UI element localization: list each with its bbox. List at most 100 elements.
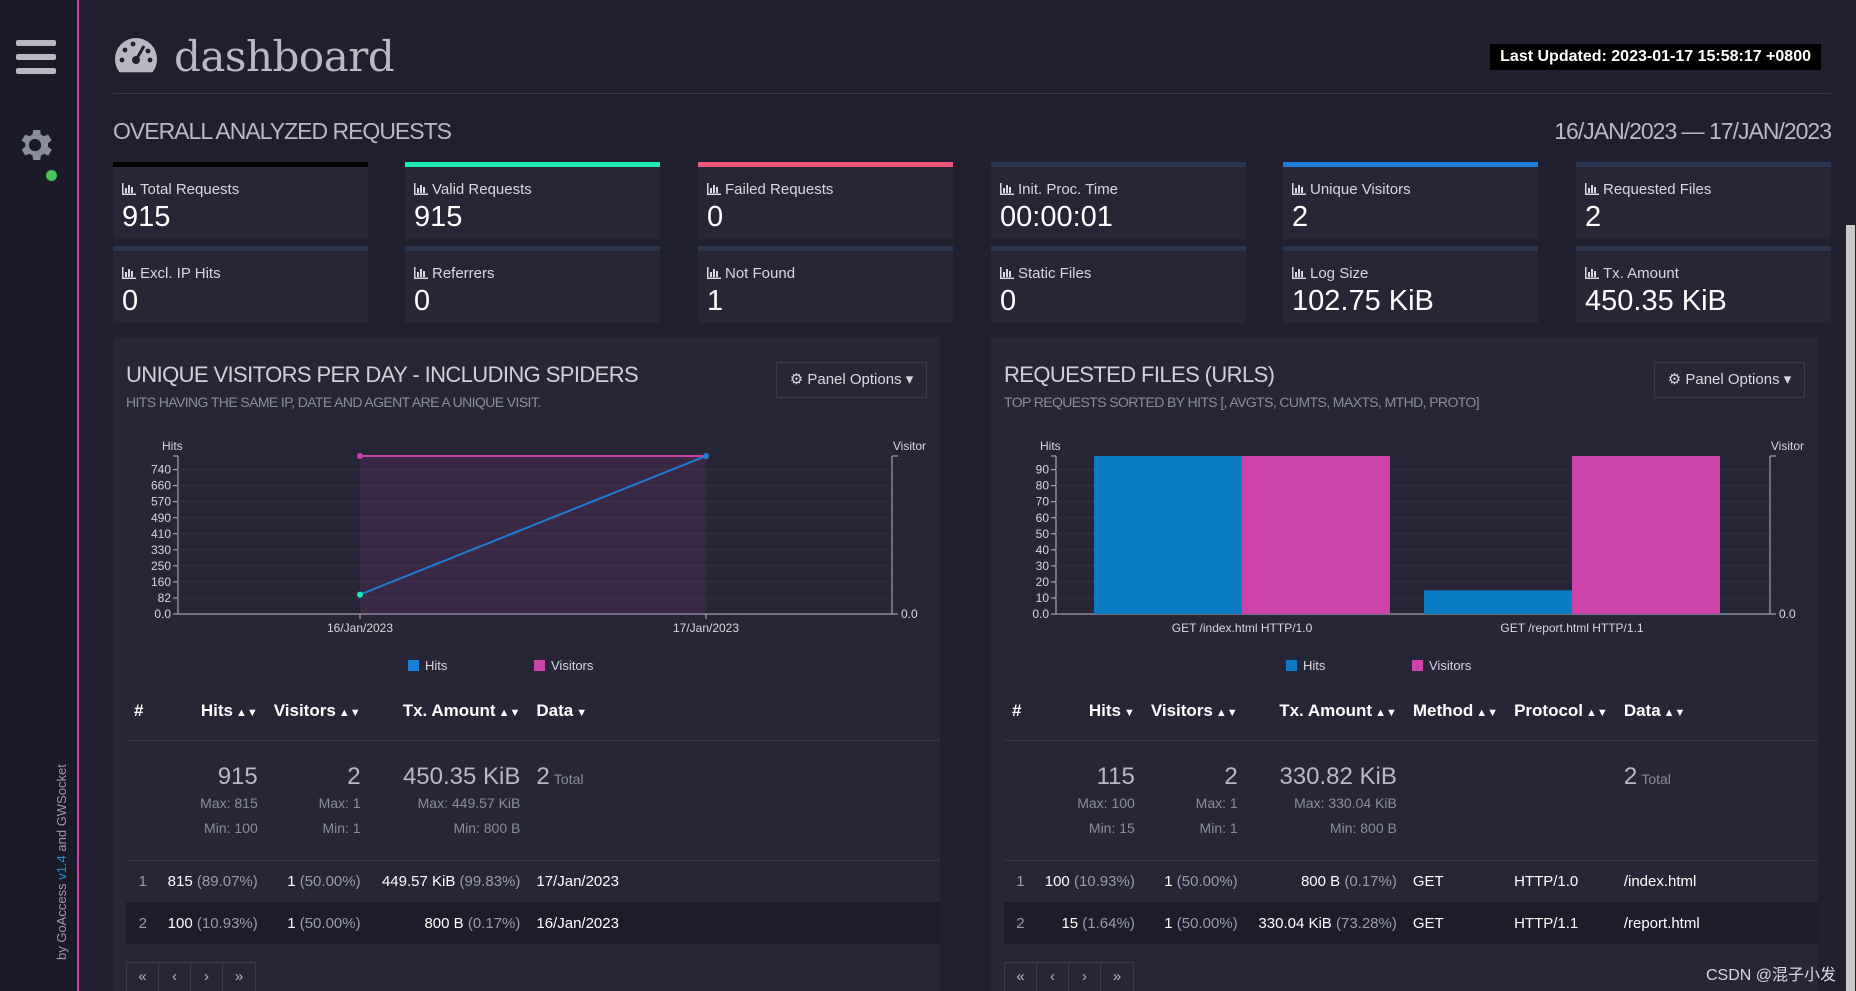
col-header[interactable]: Data ▲▼ bbox=[1615, 682, 1818, 741]
tachometer-icon bbox=[115, 38, 158, 73]
y-tick-label: 82 bbox=[158, 591, 172, 605]
kpi-value: 102.75 KiB bbox=[1292, 285, 1434, 317]
kpi-card: Init. Proc. Time 00:00:01 bbox=[991, 162, 1246, 239]
requests-table: # Hits ▼ Visitors ▲▼ Tx. Amount ▲▼ Method ▲▼… bbox=[1004, 682, 1818, 944]
y-axis-label: Hits bbox=[1040, 439, 1061, 453]
version-link[interactable]: v1.4 bbox=[54, 855, 69, 880]
next-page-button[interactable]: › bbox=[191, 963, 223, 991]
col-header[interactable]: Method ▲▼ bbox=[1404, 682, 1507, 741]
table-row[interactable]: 1 815 (89.07%) 1 (50.00%) 449.57 KiB (99… bbox=[138, 872, 619, 890]
kpi-card: Not Found 1 bbox=[698, 246, 953, 323]
hits-point bbox=[357, 591, 363, 598]
col-header[interactable]: Tx. Amount ▲▼ bbox=[368, 682, 529, 741]
date-range: 16/JAN/2023 — 17/JAN/2023 bbox=[1554, 118, 1832, 144]
visitors-table: # Hits ▲▼ Visitors ▲▼ Tx. Amount ▲▼ Data ▼ 9… bbox=[126, 682, 940, 944]
kpi-label: Log Size bbox=[1292, 265, 1368, 282]
table-row[interactable]: 2 100 (10.93%) 1 (50.00%) 800 B (0.17%) … bbox=[126, 902, 940, 944]
y-tick-label: 90 bbox=[1036, 463, 1050, 477]
requests-chart: Hits Visitors 0.0 10 20 30 40 50 60 70 80 90 0.0 GET … bbox=[1032, 439, 1804, 672]
legend-label: Hits bbox=[1303, 658, 1326, 672]
pagination: « ‹ › » bbox=[1004, 962, 1134, 991]
kpi-card: Failed Requests 0 bbox=[698, 162, 953, 239]
kpi-value: 915 bbox=[122, 201, 171, 233]
legend-swatch bbox=[1286, 660, 1297, 671]
kpi-card: Referrers 0 bbox=[405, 246, 660, 323]
panel-subtitle: TOP REQUESTS SORTED BY HITS [, AVGTS, CU… bbox=[1004, 394, 1480, 410]
visitors-point bbox=[357, 453, 363, 459]
first-page-button[interactable]: « bbox=[127, 963, 159, 991]
kpi-card: Requested Files 2 bbox=[1576, 162, 1831, 239]
kpi-label: Referrers bbox=[414, 265, 495, 282]
table-row[interactable]: 2 15 (1.64%) 1 (50.00%) 330.04 KiB (73.2… bbox=[1004, 902, 1818, 944]
kpi-label: Excl. IP Hits bbox=[122, 265, 221, 282]
overview-title: OVERALL ANALYZED REQUESTS bbox=[113, 118, 452, 144]
y-tick-label: 50 bbox=[1036, 527, 1050, 541]
y-tick-label: 570 bbox=[151, 495, 171, 509]
kpi-label: Tx. Amount bbox=[1585, 265, 1679, 282]
x-tick-label: 17/Jan/2023 bbox=[673, 621, 739, 635]
kpi-value: 0 bbox=[122, 285, 139, 317]
pagination: « ‹ › » bbox=[126, 962, 256, 991]
kpi-card: Tx. Amount 450.35 KiB bbox=[1576, 246, 1831, 323]
header: dashboard Last Updated: 2023-01-17 15:58… bbox=[113, 32, 1831, 94]
col-header[interactable]: Visitors ▲▼ bbox=[1142, 682, 1246, 741]
scrollbar-thumb[interactable] bbox=[1846, 225, 1855, 991]
visitors-area bbox=[360, 456, 706, 614]
first-page-button[interactable]: « bbox=[1005, 963, 1037, 991]
hits-point bbox=[703, 453, 709, 459]
kpi-card: Unique Visitors 2 bbox=[1283, 162, 1538, 239]
legend-swatch bbox=[408, 660, 419, 671]
x-tick-label: GET /index.html HTTP/1.0 bbox=[1172, 621, 1313, 635]
y2-tick-label: 0.0 bbox=[901, 607, 918, 621]
last-page-button[interactable]: » bbox=[234, 968, 244, 985]
page-title: dashboard bbox=[174, 32, 395, 81]
y-tick-label: 660 bbox=[151, 479, 171, 493]
col-header[interactable]: Visitors ▲▼ bbox=[265, 682, 369, 741]
y-tick-label: 70 bbox=[1036, 495, 1050, 509]
connection-status-dot bbox=[46, 170, 57, 181]
last-page-button[interactable]: » bbox=[1112, 968, 1122, 985]
legend-label: Hits bbox=[425, 658, 448, 672]
legend-label: Visitors bbox=[1429, 658, 1472, 672]
prev-page-button[interactable]: ‹ bbox=[159, 963, 191, 991]
kpi-value: 0 bbox=[414, 285, 431, 317]
gear-icon[interactable] bbox=[14, 124, 56, 166]
requests-panel: REQUESTED FILES (URLS) TOP REQUESTS SORT… bbox=[991, 337, 1818, 991]
x-tick-label: GET /report.html HTTP/1.1 bbox=[1500, 621, 1643, 635]
kpi-card: Excl. IP Hits 0 bbox=[113, 246, 368, 323]
kpi-card: Valid Requests 915 bbox=[405, 162, 660, 239]
table-row[interactable]: 1 100 (10.93%) 1 (50.00%) 800 B (0.17%) … bbox=[1016, 872, 1697, 890]
prev-page-button[interactable]: ‹ bbox=[1037, 963, 1069, 991]
kpi-label: Unique Visitors bbox=[1292, 181, 1411, 198]
kpi-label: Total Requests bbox=[122, 181, 239, 198]
panel-options-button[interactable]: ⚙ Panel Options ▾ bbox=[776, 362, 927, 398]
y-tick-label: 0.0 bbox=[154, 607, 171, 621]
col-header: # bbox=[1004, 682, 1037, 741]
legend-swatch bbox=[534, 660, 545, 671]
col-header[interactable]: Protocol ▲▼ bbox=[1506, 682, 1616, 741]
kpi-value: 0 bbox=[1000, 285, 1017, 317]
kpi-card: Log Size 102.75 KiB bbox=[1283, 246, 1538, 323]
hits-series-line bbox=[359, 455, 707, 596]
y-axis-label: Hits bbox=[162, 439, 183, 453]
kpi-value: 915 bbox=[414, 201, 463, 233]
col-header[interactable]: Tx. Amount ▲▼ bbox=[1245, 682, 1405, 741]
last-updated-badge: Last Updated: 2023-01-17 15:58:17 +0800 bbox=[1490, 44, 1821, 70]
y2-axis-label: Visitors bbox=[1771, 439, 1804, 453]
kpi-label: Failed Requests bbox=[707, 181, 833, 198]
y-tick-label: 250 bbox=[151, 559, 171, 573]
col-header[interactable]: Hits ▲▼ bbox=[159, 682, 266, 741]
col-header[interactable]: Hits ▼ bbox=[1036, 682, 1143, 741]
kpi-value: 2 bbox=[1292, 201, 1309, 233]
y-tick-label: 330 bbox=[151, 543, 171, 557]
kpi-label: Not Found bbox=[707, 265, 795, 282]
panel-subtitle: HITS HAVING THE SAME IP, DATE AND AGENT … bbox=[126, 394, 541, 410]
col-header[interactable]: Data ▼ bbox=[528, 682, 940, 741]
y-tick-label: 740 bbox=[151, 463, 171, 477]
table-header-row: # Hits ▲▼ Visitors ▲▼ Tx. Amount ▲▼ Data ▼ bbox=[126, 682, 940, 741]
next-page-button[interactable]: › bbox=[1069, 963, 1101, 991]
hamburger-icon[interactable] bbox=[16, 40, 56, 74]
panel-options-button[interactable]: ⚙ Panel Options ▾ bbox=[1654, 362, 1805, 398]
kpi-value: 450.35 KiB bbox=[1585, 285, 1727, 317]
visitors-panel: UNIQUE VISITORS PER DAY - INCLUDING SPID… bbox=[113, 337, 940, 991]
